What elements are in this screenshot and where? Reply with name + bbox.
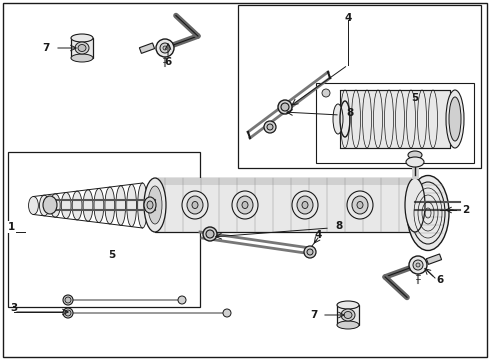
- Ellipse shape: [232, 191, 258, 219]
- Ellipse shape: [373, 90, 383, 148]
- Polygon shape: [340, 90, 450, 148]
- Ellipse shape: [105, 187, 115, 224]
- Ellipse shape: [206, 230, 214, 238]
- Ellipse shape: [292, 191, 318, 219]
- Ellipse shape: [264, 121, 276, 133]
- Ellipse shape: [94, 188, 104, 222]
- Ellipse shape: [449, 97, 461, 141]
- Ellipse shape: [302, 202, 308, 208]
- Circle shape: [178, 296, 186, 304]
- Circle shape: [413, 260, 423, 270]
- Ellipse shape: [83, 190, 93, 221]
- Ellipse shape: [278, 100, 292, 114]
- Ellipse shape: [116, 186, 125, 225]
- Ellipse shape: [385, 90, 393, 148]
- Circle shape: [65, 297, 71, 303]
- Ellipse shape: [40, 195, 49, 216]
- Ellipse shape: [351, 90, 361, 148]
- Text: 5: 5: [412, 93, 418, 103]
- Text: 8: 8: [335, 221, 342, 231]
- Ellipse shape: [417, 90, 426, 148]
- Ellipse shape: [28, 197, 38, 215]
- Ellipse shape: [344, 311, 352, 319]
- Ellipse shape: [138, 183, 147, 228]
- Ellipse shape: [71, 34, 93, 42]
- Ellipse shape: [357, 202, 363, 208]
- Circle shape: [63, 295, 73, 305]
- Ellipse shape: [352, 196, 368, 214]
- Bar: [71, 38, 93, 58]
- Ellipse shape: [446, 90, 464, 148]
- Bar: [238, 5, 481, 168]
- Text: 8: 8: [346, 108, 353, 118]
- Ellipse shape: [341, 90, 349, 148]
- Ellipse shape: [333, 104, 343, 134]
- Ellipse shape: [281, 103, 289, 111]
- Polygon shape: [155, 178, 415, 232]
- Text: 3: 3: [10, 303, 17, 313]
- Text: 2: 2: [462, 205, 469, 215]
- Circle shape: [160, 43, 170, 53]
- Bar: [316, 83, 474, 163]
- Polygon shape: [155, 178, 415, 185]
- Ellipse shape: [43, 196, 57, 214]
- Ellipse shape: [297, 196, 313, 214]
- Ellipse shape: [267, 124, 273, 130]
- Ellipse shape: [192, 202, 198, 208]
- Bar: [426, 254, 441, 264]
- Ellipse shape: [337, 301, 359, 309]
- Ellipse shape: [61, 193, 71, 219]
- Ellipse shape: [407, 176, 449, 251]
- Text: 6: 6: [437, 275, 443, 285]
- Ellipse shape: [307, 249, 313, 255]
- Text: 7: 7: [311, 310, 318, 320]
- Ellipse shape: [428, 90, 438, 148]
- Ellipse shape: [237, 196, 253, 214]
- Ellipse shape: [411, 182, 445, 244]
- Bar: [8, 152, 200, 307]
- Circle shape: [163, 46, 167, 50]
- Ellipse shape: [363, 90, 371, 148]
- Ellipse shape: [341, 309, 355, 321]
- Text: 7: 7: [43, 43, 50, 53]
- Ellipse shape: [147, 201, 153, 209]
- Ellipse shape: [127, 184, 137, 227]
- Bar: [139, 43, 154, 53]
- Ellipse shape: [50, 194, 60, 217]
- Ellipse shape: [78, 45, 86, 51]
- Circle shape: [63, 308, 73, 318]
- Ellipse shape: [406, 157, 424, 167]
- Circle shape: [65, 310, 71, 316]
- Ellipse shape: [405, 178, 425, 232]
- Text: 1: 1: [8, 222, 15, 232]
- Ellipse shape: [242, 202, 248, 208]
- Ellipse shape: [337, 321, 359, 329]
- Circle shape: [322, 89, 330, 97]
- Ellipse shape: [395, 90, 405, 148]
- Text: 6: 6: [164, 57, 171, 67]
- Circle shape: [416, 263, 420, 267]
- Text: 5: 5: [108, 250, 116, 260]
- Ellipse shape: [408, 151, 422, 159]
- Circle shape: [156, 39, 174, 57]
- Text: 4: 4: [344, 13, 352, 23]
- Circle shape: [409, 256, 427, 274]
- Ellipse shape: [75, 42, 89, 54]
- Ellipse shape: [347, 191, 373, 219]
- Ellipse shape: [407, 90, 416, 148]
- Ellipse shape: [304, 246, 316, 258]
- Ellipse shape: [144, 197, 156, 213]
- Ellipse shape: [71, 54, 93, 62]
- Ellipse shape: [203, 227, 217, 241]
- Ellipse shape: [187, 196, 203, 214]
- Ellipse shape: [72, 191, 82, 220]
- Ellipse shape: [148, 186, 162, 224]
- Circle shape: [223, 309, 231, 317]
- Ellipse shape: [144, 178, 166, 232]
- Bar: [337, 305, 359, 325]
- Text: 4: 4: [314, 230, 322, 240]
- Ellipse shape: [182, 191, 208, 219]
